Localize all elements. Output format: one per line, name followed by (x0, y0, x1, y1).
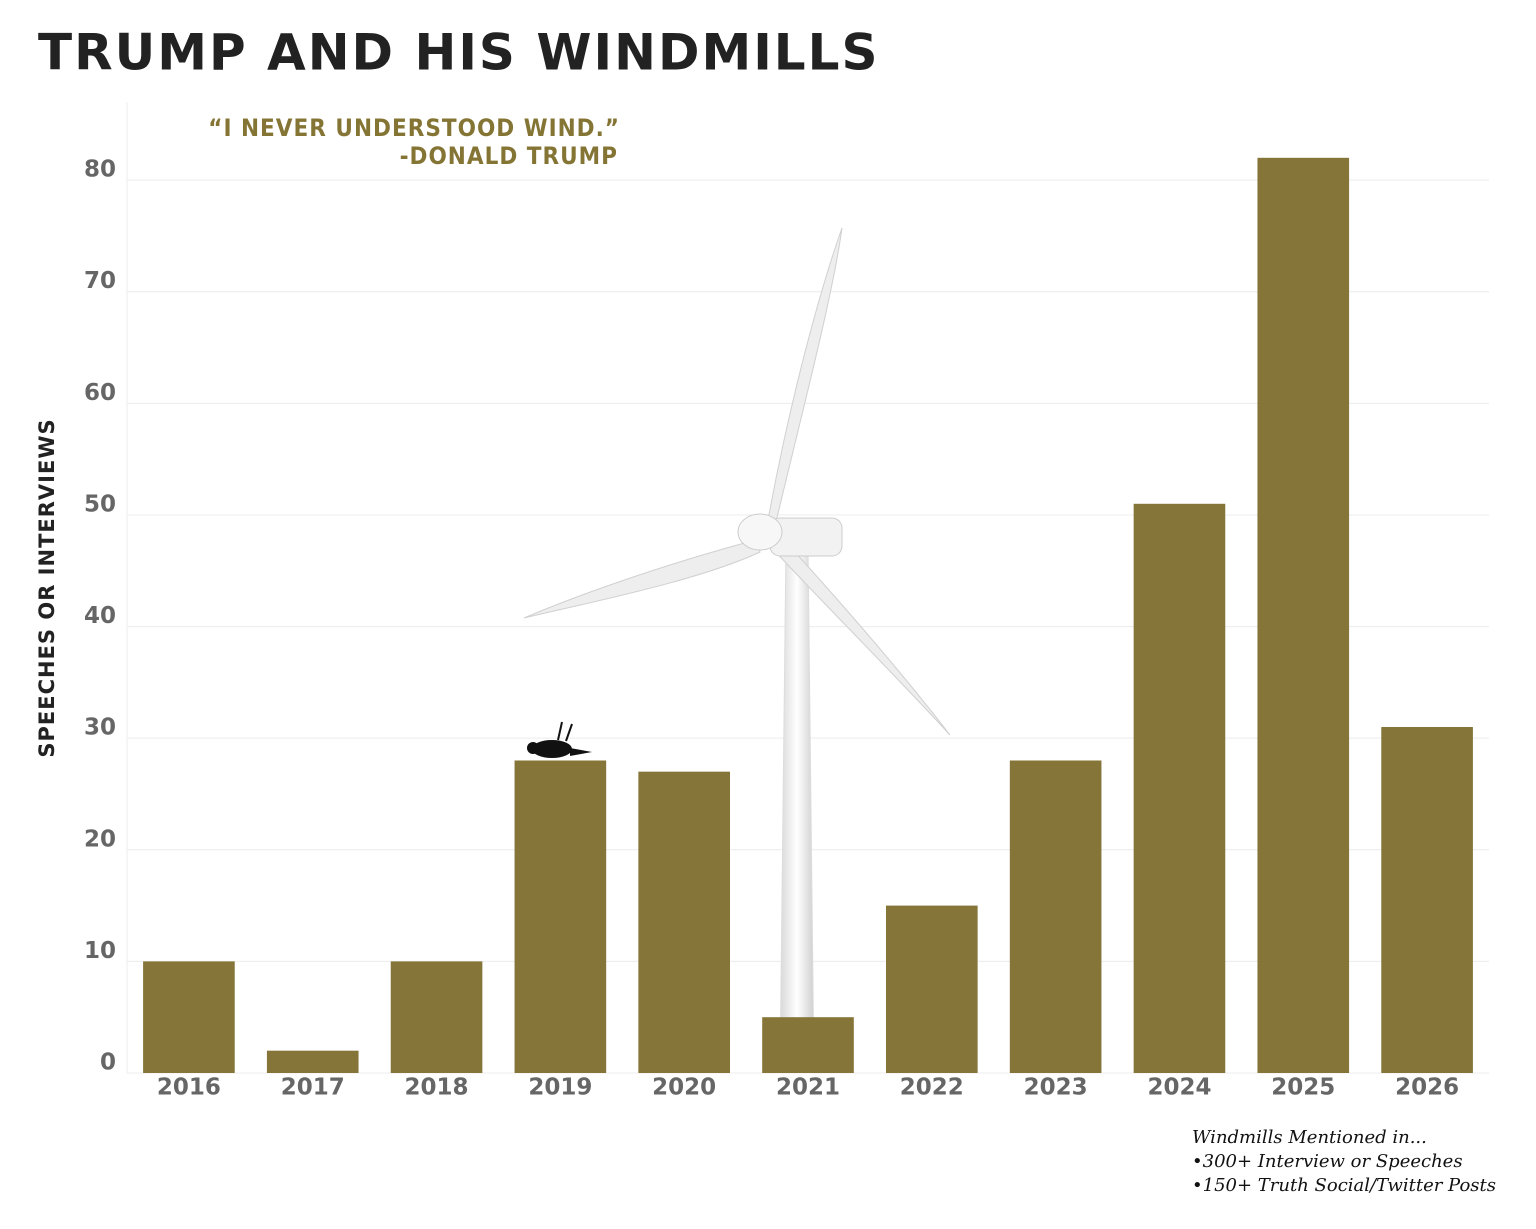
x-tick-label: 2016 (157, 1075, 221, 1101)
x-tick-label: 2019 (528, 1075, 592, 1101)
note: •300+ Interview or Speeches (1192, 1151, 1463, 1172)
note: •150+ Truth Social/Twitter Posts (1192, 1175, 1496, 1196)
bar (1009, 760, 1102, 1073)
x-tick-label: 2021 (776, 1075, 840, 1101)
x-tick-label: 2020 (652, 1075, 716, 1101)
y-tick-label: 80 (84, 157, 116, 183)
bar (390, 961, 483, 1073)
x-tick-label: 2025 (1271, 1075, 1335, 1101)
dead-bird-illustration (527, 721, 592, 758)
y-tick-label: 20 (84, 826, 116, 852)
x-tick-label: 2023 (1024, 1075, 1088, 1101)
y-tick-label: 70 (84, 268, 116, 294)
y-tick-label: 10 (84, 938, 116, 964)
y-tick-label: 60 (84, 380, 116, 406)
bar (762, 1017, 854, 1073)
note: Windmills Mentioned in... (1192, 1127, 1427, 1148)
x-tick-label: 2026 (1395, 1075, 1459, 1101)
x-tick-label: 2018 (405, 1075, 469, 1101)
bar (266, 1050, 359, 1073)
bar (638, 771, 730, 1073)
y-tick-label: 0 (100, 1050, 116, 1076)
y-tick-label: 40 (84, 603, 116, 629)
y-axis-label: SPEECHES OR INTERVIEWS (35, 418, 59, 757)
bar (1257, 157, 1350, 1074)
bars (143, 157, 1473, 1074)
bar (886, 905, 978, 1073)
bar (1133, 503, 1226, 1073)
quote: “I NEVER UNDERSTOOD WIND.” (208, 114, 620, 142)
windmill-illustration (523, 227, 951, 1073)
bar (143, 961, 235, 1073)
y-tick-label: 30 (84, 715, 116, 741)
bar (1381, 727, 1473, 1073)
quote-attribution: -DONALD TRUMP (400, 142, 618, 170)
x-tick-label: 2017 (281, 1075, 345, 1101)
y-tick-label: 50 (84, 491, 116, 517)
x-tick-label: 2022 (900, 1075, 964, 1101)
chart-title: TRUMP AND HIS WINDMILLS (38, 24, 880, 82)
x-tick-label: 2024 (1147, 1075, 1211, 1101)
bar (514, 760, 607, 1073)
